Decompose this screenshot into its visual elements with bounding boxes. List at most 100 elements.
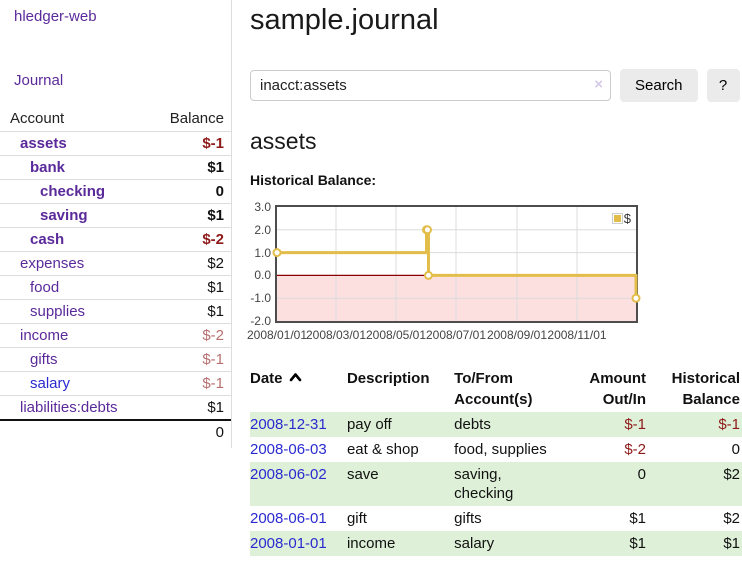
sidebar-account-link[interactable]: saving — [40, 207, 88, 224]
transaction-balance: 0 — [731, 441, 740, 458]
account-balance: $-1 — [202, 351, 224, 368]
search-bar: × Search ? — [250, 69, 742, 102]
transaction-description: save — [346, 466, 379, 483]
sidebar-account-link[interactable]: checking — [40, 183, 106, 200]
transaction-amount: $-2 — [624, 441, 647, 458]
help-button[interactable]: ? — [706, 69, 740, 102]
clear-search-icon[interactable]: × — [594, 76, 603, 93]
chart-canvas — [272, 207, 641, 321]
account-balance: $1 — [207, 207, 224, 224]
chart-legend: $ — [609, 210, 633, 227]
app-brand-link[interactable]: hledger-web — [14, 8, 97, 25]
x-axis-tick-label: 2008/05/01 — [365, 328, 427, 342]
sidebar-account-link[interactable]: expenses — [20, 255, 85, 272]
transaction-balance: $2 — [723, 510, 740, 527]
transaction-amount: 0 — [637, 466, 647, 483]
legend-label: $ — [623, 211, 631, 226]
chart-plot-area: $ — [272, 205, 641, 323]
account-row: food $1 — [0, 275, 231, 300]
transaction-balance: $1 — [723, 535, 740, 552]
sidebar-account-link[interactable]: cash — [30, 231, 65, 248]
accounts-total-value: 0 — [215, 424, 224, 441]
y-axis-tick-label: 1.0 — [254, 245, 271, 260]
sidebar-account-link[interactable]: food — [30, 279, 60, 296]
chart-title: Historical Balance: — [250, 172, 377, 188]
account-balance: $-2 — [202, 327, 224, 344]
transaction-date-link[interactable]: 2008-06-03 — [250, 441, 327, 458]
account-row: checking 0 — [0, 179, 231, 204]
account-balance: $1 — [207, 159, 224, 176]
page-title: sample.journal — [250, 4, 439, 36]
transaction-description: gift — [346, 510, 367, 527]
account-row: expenses $2 — [0, 251, 231, 276]
search-button[interactable]: Search — [620, 69, 698, 102]
sidebar-account-link[interactable]: income — [20, 327, 69, 344]
transaction-description: income — [346, 535, 396, 552]
y-axis-tick-label: 2.0 — [254, 222, 271, 237]
register-header: To/From Account(s) — [454, 370, 533, 408]
register-row: 2008-06-01 gift gifts $1 $2 — [250, 506, 742, 531]
account-row: income $-2 — [0, 323, 231, 348]
register-header: Amount Out/In — [589, 370, 647, 408]
register-row: 2008-06-03 eat & shop food, supplies $-2 0 — [250, 437, 742, 462]
sort-asc-icon — [289, 373, 301, 382]
sidebar-account-link[interactable]: bank — [30, 159, 66, 176]
transaction-amount: $-1 — [624, 416, 647, 433]
register-table-body: 2008-12-31 pay off debts $-1 $-1 2008-06-03 ea… — [250, 412, 742, 556]
register-row: 2008-06-02 save saving, checking 0 $2 — [250, 462, 742, 506]
sidebar-item-journal[interactable]: Journal — [14, 72, 64, 89]
transaction-date-link[interactable]: 2008-01-01 — [250, 535, 327, 552]
transaction-date-link[interactable]: 2008-06-01 — [250, 510, 327, 527]
register-header: Historical Balance — [671, 370, 740, 408]
register-header[interactable]: Date — [250, 366, 347, 412]
account-balance: $2 — [207, 255, 224, 272]
transaction-accounts: gifts — [454, 510, 482, 527]
sidebar-account-link[interactable]: gifts — [30, 351, 58, 368]
accounts-header-account: Account — [10, 110, 65, 127]
y-axis-tick-label: 3.0 — [254, 200, 271, 214]
transaction-date-link[interactable]: 2008-12-31 — [250, 416, 327, 433]
transaction-description: eat & shop — [346, 441, 419, 458]
y-axis-tick-label: -1.0 — [250, 291, 271, 306]
account-row: salary $-1 — [0, 371, 231, 396]
account-balance: $1 — [207, 303, 224, 320]
transaction-description: pay off — [346, 416, 392, 433]
x-axis-tick-label: 2008/01/01 — [246, 328, 308, 342]
transaction-amount: $1 — [629, 535, 647, 552]
transaction-accounts: saving, checking — [454, 466, 514, 502]
account-row: bank $1 — [0, 155, 231, 180]
sidebar: hledger-web Journal Account Balance asse… — [0, 0, 232, 448]
account-row: liabilities:debts $1 — [0, 395, 231, 421]
sidebar-account-link[interactable]: salary — [30, 375, 71, 392]
transaction-accounts: debts — [454, 416, 491, 433]
transaction-amount: $1 — [629, 510, 647, 527]
y-axis-tick-label: 0.0 — [254, 268, 271, 283]
historical-balance-chart: $ 3.0 2.0 1.0 0.0 -1.0 -2.0 2008/01/01 2008/03/… — [247, 200, 742, 351]
account-balance: $1 — [207, 279, 224, 296]
accounts-header-balance: Balance — [169, 110, 224, 127]
register-row: 2008-12-31 pay off debts $-1 $-1 — [250, 412, 742, 437]
transaction-accounts: salary — [454, 535, 495, 552]
x-axis-tick-label: 2008/03/01 — [305, 328, 367, 342]
search-input[interactable] — [250, 70, 611, 101]
account-table-body: assets $-1 bank $1 checking 0 saving $1 cash $-2 e… — [0, 131, 231, 421]
main-content: sample.journal × Search ? assets Histori… — [233, 0, 742, 556]
account-balance: $-1 — [202, 135, 224, 152]
y-axis-tick-label: -2.0 — [250, 314, 271, 328]
account-row: supplies $1 — [0, 299, 231, 324]
legend-swatch-icon — [611, 213, 623, 224]
sidebar-account-link[interactable]: assets — [20, 135, 67, 152]
register-row: 2008-01-01 income salary $1 $1 — [250, 531, 742, 556]
transaction-balance: $-1 — [718, 416, 740, 433]
register-header: Description — [346, 370, 430, 387]
x-axis-tick-label: 2008/09/01 — [486, 328, 548, 342]
sidebar-account-link[interactable]: liabilities:debts — [20, 399, 118, 416]
account-row: cash $-2 — [0, 227, 231, 252]
accounts-table: Account Balance assets $-1 bank $1 checking 0… — [0, 108, 231, 444]
transaction-date-link[interactable]: 2008-06-02 — [250, 466, 327, 483]
accounts-total-row: 0 — [0, 420, 231, 444]
sidebar-account-link[interactable]: supplies — [30, 303, 86, 320]
register-header-row: Date Description To/From Account(s) Amount … — [250, 366, 742, 412]
account-heading: assets — [250, 128, 317, 154]
transaction-balance: $2 — [723, 466, 740, 483]
